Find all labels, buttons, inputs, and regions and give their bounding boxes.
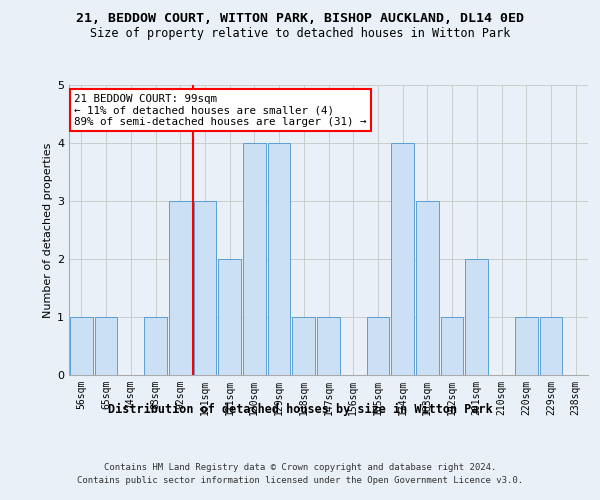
Bar: [169, 201, 191, 375]
Bar: [466, 259, 488, 375]
Text: Contains public sector information licensed under the Open Government Licence v3: Contains public sector information licen…: [77, 476, 523, 485]
Bar: [243, 143, 266, 375]
Bar: [70, 317, 93, 375]
Bar: [441, 317, 463, 375]
Bar: [416, 201, 439, 375]
Text: Contains HM Land Registry data © Crown copyright and database right 2024.: Contains HM Land Registry data © Crown c…: [104, 462, 496, 471]
Bar: [367, 317, 389, 375]
Text: 21 BEDDOW COURT: 99sqm
← 11% of detached houses are smaller (4)
89% of semi-deta: 21 BEDDOW COURT: 99sqm ← 11% of detached…: [74, 94, 367, 127]
Y-axis label: Number of detached properties: Number of detached properties: [43, 142, 53, 318]
Bar: [515, 317, 538, 375]
Bar: [391, 143, 414, 375]
Bar: [218, 259, 241, 375]
Bar: [144, 317, 167, 375]
Bar: [95, 317, 118, 375]
Bar: [539, 317, 562, 375]
Text: 21, BEDDOW COURT, WITTON PARK, BISHOP AUCKLAND, DL14 0ED: 21, BEDDOW COURT, WITTON PARK, BISHOP AU…: [76, 12, 524, 26]
Text: Size of property relative to detached houses in Witton Park: Size of property relative to detached ho…: [90, 28, 510, 40]
Bar: [194, 201, 216, 375]
Bar: [317, 317, 340, 375]
Text: Distribution of detached houses by size in Witton Park: Distribution of detached houses by size …: [107, 402, 493, 415]
Bar: [292, 317, 315, 375]
Bar: [268, 143, 290, 375]
